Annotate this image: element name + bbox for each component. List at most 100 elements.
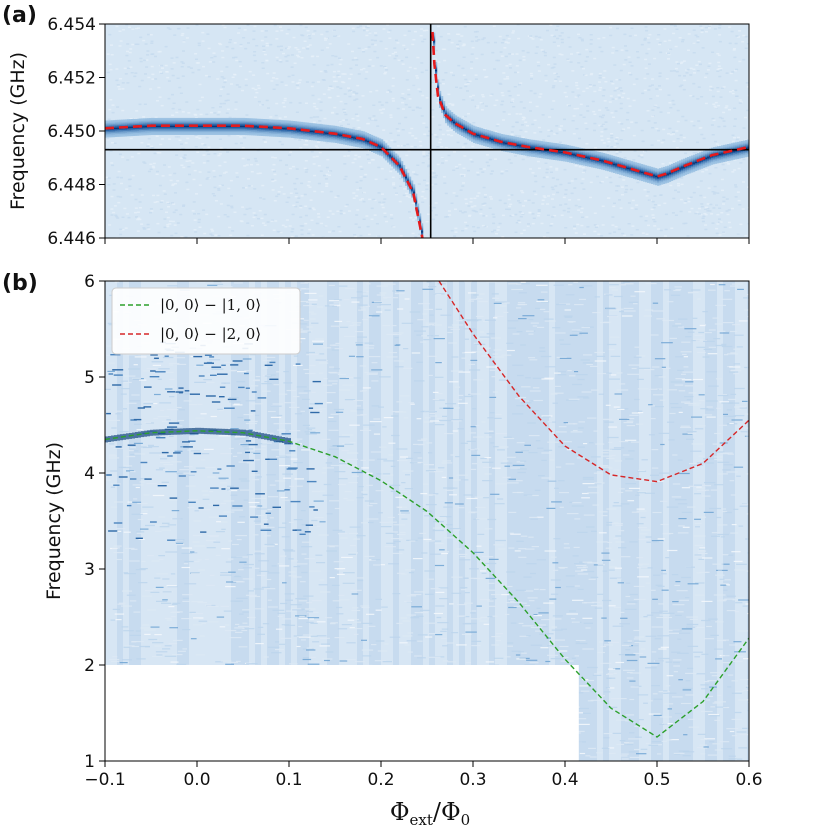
panel-a-noise — [739, 101, 743, 103]
panel-a-noise — [178, 108, 182, 111]
panel-a-trace-left — [203, 123, 206, 125]
panel-a-noise — [316, 55, 320, 58]
panel-a-noise — [353, 234, 357, 236]
panel-a-noise — [443, 48, 447, 51]
panel-a-trace-left — [113, 125, 116, 127]
panel-a-noise — [393, 57, 397, 60]
panel-a-noise — [113, 142, 117, 144]
panel-a-trace-left — [345, 130, 348, 132]
panel-a-trace-left — [187, 121, 190, 124]
panel-a-noise — [470, 161, 474, 163]
panel-a-trace-left — [393, 167, 396, 169]
panel-a-trace-left — [145, 124, 148, 127]
panel-a-noise — [155, 135, 159, 137]
panel-a-noise — [455, 86, 458, 88]
panel-a-noise — [453, 151, 456, 153]
panel-a-trace-left — [333, 129, 336, 131]
panel-a-trace-left — [423, 244, 425, 246]
panel-a-noise — [384, 140, 388, 142]
panel-a-noise — [142, 39, 146, 42]
panel-a-trace-left — [143, 128, 146, 131]
panel-a-noise — [431, 218, 435, 221]
panel-a-trace-left — [247, 128, 250, 130]
panel-a-trace-left — [111, 134, 114, 136]
panel-a-noise — [472, 226, 476, 228]
panel-a-trace-left — [143, 126, 146, 128]
panel-a-trace-left — [105, 123, 108, 125]
panel-a-noise — [110, 195, 114, 198]
panel-a-trace-left — [215, 119, 218, 121]
panel-a-noise — [459, 189, 463, 191]
panel-a-trace-left — [301, 131, 304, 133]
panel-a-noise — [468, 215, 471, 217]
panel-a-trace-left — [139, 130, 142, 132]
panel-a-trace-left — [329, 126, 332, 128]
panel-a-trace-left — [129, 129, 132, 131]
panel-a-noise — [524, 121, 528, 123]
panel-a-noise — [529, 36, 533, 39]
panel-a-noise — [572, 133, 576, 135]
panel-a-trace-left — [199, 133, 202, 135]
panel-a-trace-left — [109, 125, 112, 127]
panel-a-noise — [333, 106, 337, 109]
panel-a-trace-left — [255, 125, 258, 127]
panel-a-trace-left — [233, 128, 236, 130]
panel-a-trace-left — [159, 127, 162, 129]
panel-a-noise — [697, 86, 701, 88]
panel-a-noise — [362, 67, 366, 70]
panel-a-noise — [557, 45, 560, 47]
panel-a-noise — [175, 56, 179, 59]
panel-a-trace-right — [453, 117, 456, 120]
panel-a-trace-left — [147, 128, 150, 130]
panel-a-noise — [604, 128, 608, 130]
panel-a-trace-left — [255, 123, 258, 126]
panel-a-noise — [202, 209, 206, 211]
panel-a-noise — [735, 68, 739, 71]
panel-a-trace-left — [211, 130, 214, 133]
panel-a-noise — [351, 59, 355, 61]
panel-a-trace-left — [279, 132, 282, 135]
panel-a-noise — [572, 115, 576, 117]
panel-a-noise — [305, 102, 308, 104]
panel-a-noise — [599, 181, 603, 184]
panel-a-noise — [258, 210, 262, 212]
panel-a-trace-left — [367, 133, 370, 135]
panel-a-trace-left — [175, 117, 178, 120]
panel-a-noise — [441, 83, 445, 85]
panel-a-noise — [362, 200, 366, 203]
panel-a-trace-right — [453, 122, 456, 125]
panel-a-noise — [156, 222, 160, 225]
panel-a-noise — [602, 114, 605, 117]
panel-a-trace-left — [221, 127, 224, 129]
panel-a-noise — [136, 218, 140, 221]
panel-a-trace-left — [279, 122, 282, 124]
panel-a-noise — [117, 201, 121, 204]
panel-a-noise — [416, 164, 420, 166]
panel-a-noise — [679, 210, 683, 213]
panel-a-noise — [531, 172, 535, 174]
panel-a-trace-left — [397, 159, 400, 161]
panel-a-noise — [722, 86, 726, 88]
panel-a-noise — [112, 189, 116, 191]
panel-a-noise — [198, 184, 202, 186]
panel-a-noise — [359, 165, 363, 168]
panel-a-trace-left — [151, 128, 154, 130]
panel-a-noise — [598, 46, 602, 49]
panel-a-noise — [415, 75, 419, 77]
panel-a-trace-left — [361, 132, 364, 134]
panel-a-noise — [411, 202, 415, 204]
panel-a-noise — [600, 135, 604, 137]
panel-a-trace-left — [225, 129, 228, 132]
panel-a-trace-left — [219, 130, 222, 133]
panel-a-noise — [736, 191, 740, 193]
panel-a-noise — [545, 176, 549, 178]
panel-a-noise — [648, 63, 651, 65]
panel-a-noise — [699, 180, 703, 182]
panel-a-noise — [553, 72, 557, 75]
panel-a-noise — [728, 26, 732, 28]
panel-a-trace-left — [253, 123, 256, 126]
panel-a-noise — [201, 143, 205, 145]
panel-a-trace-left — [335, 125, 338, 128]
panel-a-trace-left — [411, 196, 414, 198]
panel-a-trace-left — [231, 128, 234, 130]
